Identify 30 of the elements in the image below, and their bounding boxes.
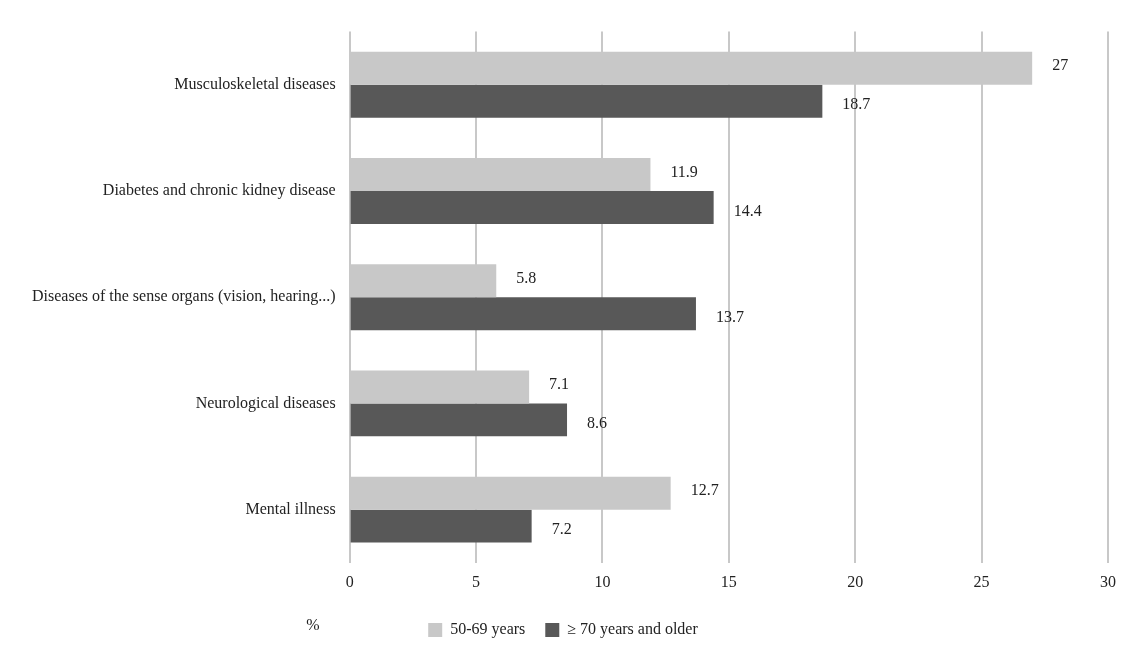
legend-label: ≥ 70 years and older [567, 620, 699, 639]
y-tick-label: Diabetes and chronic kidney disease [102, 181, 336, 200]
data-label: 12.7 [690, 481, 719, 499]
x-tick-label: 5 [472, 572, 481, 590]
x-tick-label: 25 [973, 572, 990, 590]
bar [350, 190, 714, 224]
data-label: 27 [1052, 56, 1069, 74]
data-label: 13.7 [715, 307, 744, 325]
data-label: 7.2 [551, 520, 572, 538]
bar [350, 297, 696, 331]
data-label: 11.9 [670, 162, 698, 180]
x-axis-title: % [306, 616, 320, 634]
x-tick-label: 20 [847, 572, 864, 590]
x-tick-label: 15 [720, 572, 737, 590]
y-tick-label: Musculoskeletal diseases [174, 74, 336, 92]
bar [350, 509, 532, 543]
bar [350, 403, 568, 437]
y-tick-label: Mental illness [245, 499, 336, 517]
y-tick-label: Neurological diseases [195, 393, 336, 412]
bar [350, 84, 823, 118]
x-tick-label: 30 [1100, 572, 1116, 590]
y-tick-label: Diseases of the sense organs (vision, hearing...) [31, 287, 336, 306]
data-label: 5.8 [516, 268, 537, 286]
data-label: 8.6 [587, 414, 608, 432]
legend-label: 50-69 years [450, 620, 526, 639]
data-label: 18.7 [842, 95, 871, 113]
x-tick-label: 10 [594, 572, 611, 590]
x-tick-label: 0 [345, 572, 354, 590]
data-label: 7.1 [549, 375, 570, 393]
data-label: 14.4 [733, 201, 762, 219]
